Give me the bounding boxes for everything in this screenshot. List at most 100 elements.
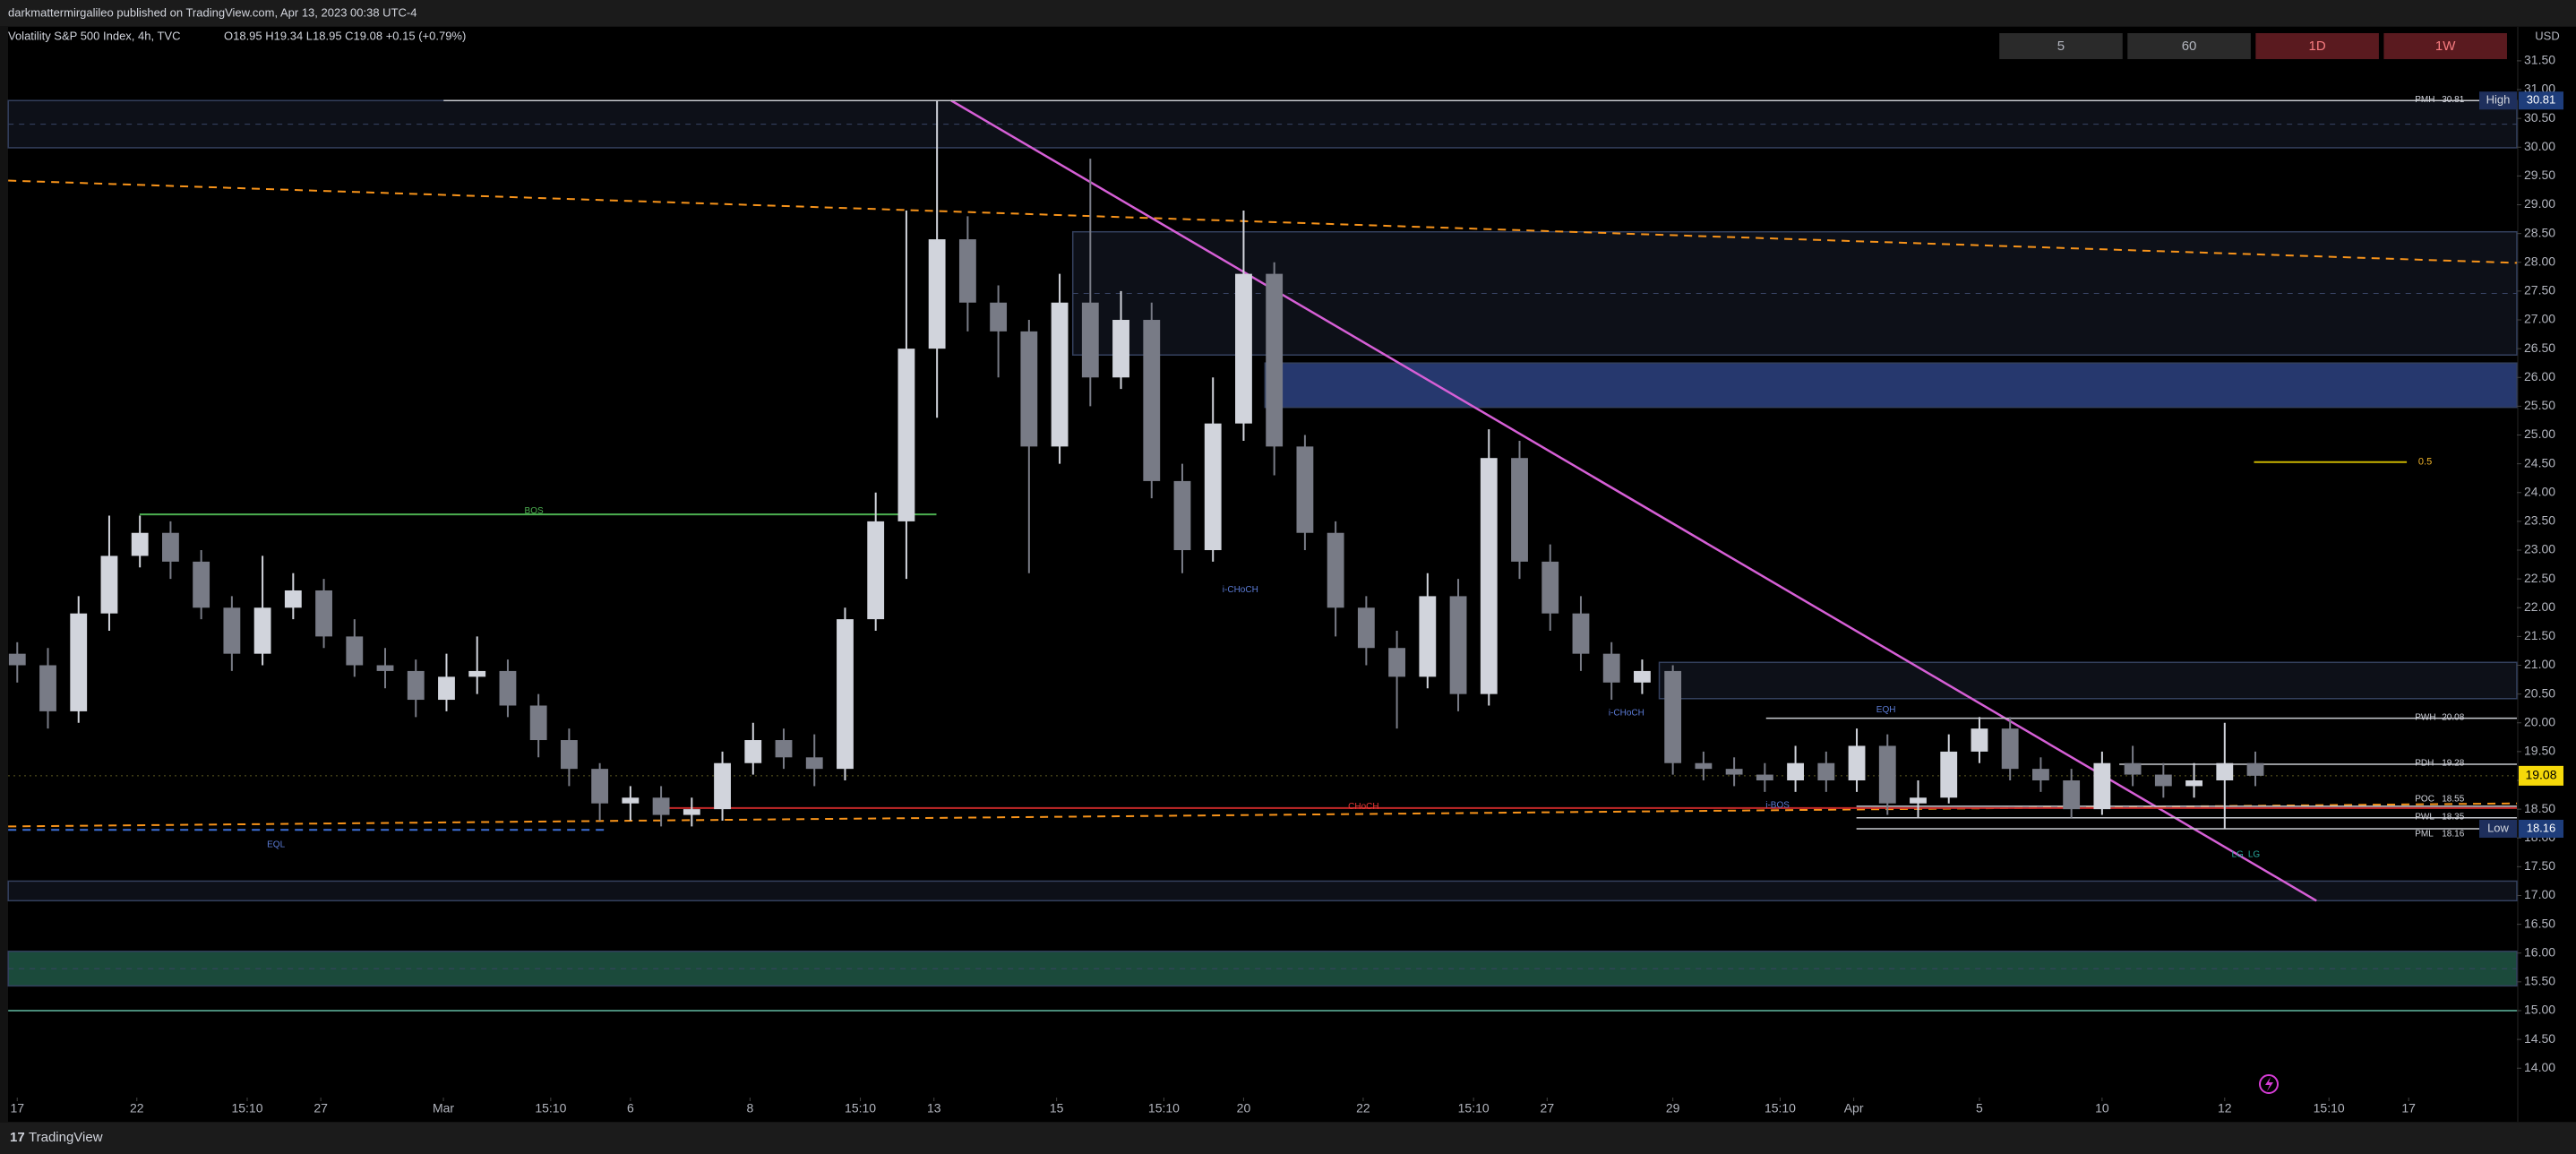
- candle-body: [897, 349, 915, 521]
- y-tick-label: 16.00: [2524, 944, 2555, 959]
- candle-body: [622, 797, 640, 804]
- x-tick-label: 15:10: [231, 1101, 262, 1115]
- candle-body: [591, 769, 609, 804]
- candle-body: [2032, 769, 2049, 780]
- y-tick-label: 18.50: [2524, 801, 2555, 815]
- candle-body: [131, 532, 149, 556]
- timeframe-button[interactable]: [2127, 33, 2251, 59]
- price-axis: [2519, 27, 2576, 1122]
- x-tick-label: 17: [2401, 1101, 2416, 1115]
- x-tick-label: 27: [313, 1101, 328, 1115]
- y-tick-label: 27.00: [2524, 312, 2555, 326]
- candle-body: [560, 740, 578, 770]
- annotation: BOS: [525, 506, 544, 516]
- x-tick-label: 15:10: [1148, 1101, 1180, 1115]
- level-name: PWL: [2415, 812, 2434, 822]
- y-tick-label: 23.00: [2524, 542, 2555, 556]
- fib-label: 0.5: [2418, 457, 2432, 468]
- x-tick-label: 8: [746, 1101, 753, 1115]
- last-price-box: [2519, 765, 2563, 786]
- candle-body: [990, 302, 1008, 332]
- badge-name: Low: [2487, 821, 2509, 834]
- candle-body: [652, 797, 670, 815]
- level-name: POC: [2415, 795, 2434, 805]
- top-bar: [0, 0, 2576, 26]
- y-tick-label: 14.50: [2524, 1031, 2555, 1046]
- timeframe-button[interactable]: [2383, 33, 2507, 59]
- x-tick-label: 15:10: [845, 1101, 876, 1115]
- candle-body: [1602, 653, 1620, 683]
- candle-body: [1664, 670, 1682, 763]
- x-tick-label: 27: [1541, 1101, 1555, 1115]
- candle-body: [1480, 458, 1498, 694]
- candle-body: [1541, 561, 1559, 614]
- x-tick-label: 12: [2218, 1101, 2232, 1115]
- y-tick-label: 25.00: [2524, 426, 2555, 441]
- x-tick-label: 17: [10, 1101, 24, 1115]
- candle-body: [805, 757, 823, 770]
- candle-body: [1143, 320, 1161, 481]
- currency: USD: [2535, 29, 2559, 42]
- candle-body: [253, 607, 271, 654]
- candle-body: [1572, 613, 1590, 654]
- timeframe-label: 1D: [2309, 39, 2326, 54]
- y-tick-label: 26.50: [2524, 340, 2555, 355]
- candle-body: [1848, 745, 1866, 780]
- timeframe-button[interactable]: [2255, 33, 2379, 59]
- y-tick-label: 31.50: [2524, 53, 2555, 67]
- publisher: darkmattermirgalileo published on Tradin…: [8, 5, 416, 19]
- y-tick-label: 17.50: [2524, 858, 2555, 873]
- x-tick-label: Mar: [433, 1101, 454, 1115]
- timeframe-label: 1W: [2435, 39, 2456, 54]
- candle-body: [1235, 273, 1252, 424]
- candle-body: [1327, 532, 1344, 608]
- y-tick-label: 19.50: [2524, 744, 2555, 758]
- zone: [1264, 362, 2518, 409]
- y-tick-label: 14.00: [2524, 1060, 2555, 1074]
- level-name: PMH: [2415, 95, 2434, 105]
- alert-icon[interactable]: [2259, 1074, 2279, 1094]
- candle-body: [1817, 762, 1835, 780]
- candle-body: [376, 665, 394, 671]
- candle-body: [837, 619, 854, 770]
- timeframe-button[interactable]: [1999, 33, 2123, 59]
- candle-body: [2063, 779, 2081, 810]
- x-tick-label: 29: [1666, 1101, 1680, 1115]
- timeframe-label: 60: [2182, 39, 2197, 54]
- y-tick-label: 30.50: [2524, 110, 2555, 125]
- zone: [7, 880, 2518, 902]
- plot-area: [8, 27, 2517, 1122]
- candle-body: [1511, 458, 1528, 562]
- y-tick-label: 30.00: [2524, 139, 2555, 153]
- candle-body: [1173, 480, 1191, 551]
- x-tick-label: 15:10: [1458, 1101, 1490, 1115]
- badge-value-box: [2519, 819, 2563, 838]
- badge-value-box: [2519, 91, 2563, 110]
- candle-body: [8, 653, 26, 666]
- chart-title: Volatility S&P 500 Index, 4h, TVC: [8, 29, 180, 42]
- candle-body: [1971, 728, 1988, 752]
- y-tick-label: 26.00: [2524, 369, 2555, 383]
- candle-body: [1388, 648, 1406, 677]
- candle-body: [438, 676, 455, 701]
- alert-bolt: [2265, 1077, 2273, 1091]
- candle-body: [1695, 762, 1713, 770]
- badge-name: High: [2486, 93, 2511, 107]
- candle-body: [193, 561, 210, 608]
- y-tick-label: 22.50: [2524, 571, 2555, 585]
- candle-body: [1357, 607, 1375, 649]
- zone: [1658, 661, 2518, 700]
- annotation: i-BOS: [1765, 800, 1790, 810]
- candle-body: [1910, 797, 1927, 804]
- candle-body: [1204, 423, 1222, 551]
- annotation: i-CHoCH: [1223, 585, 1258, 595]
- candle-body: [1051, 302, 1069, 447]
- x-tick-label: Apr: [1844, 1101, 1864, 1115]
- trend-line: [8, 802, 2517, 828]
- candle-body: [346, 636, 364, 666]
- y-tick-label: 28.50: [2524, 225, 2555, 239]
- level-value: 18.16: [2442, 830, 2464, 840]
- y-tick-label: 29.50: [2524, 168, 2555, 182]
- y-tick-label: 23.50: [2524, 513, 2555, 528]
